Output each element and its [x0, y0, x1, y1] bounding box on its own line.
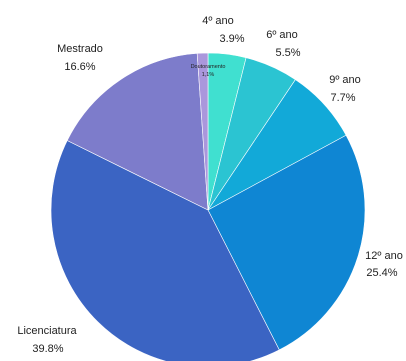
label-licenciatura-value: 39.8%: [32, 343, 63, 355]
label-4-ano: 4º ano 3.9%: [202, 15, 245, 45]
label-6-ano-name: 6º ano: [266, 29, 298, 41]
slice-12-ano: [207, 134, 366, 351]
label-licenciatura: Licenciatura 39.8%: [17, 325, 77, 355]
label-9-ano: 9º ano 7.7%: [329, 74, 361, 104]
label-doutoramento-value: 1,1%: [202, 72, 215, 78]
pie-slices: [50, 52, 366, 361]
label-licenciatura-name: Licenciatura: [17, 325, 77, 337]
label-6-ano-value: 5.5%: [275, 47, 300, 59]
label-9-ano-name: 9º ano: [329, 74, 361, 86]
slice-mestrado: [66, 53, 209, 211]
label-12-ano-value: 25.4%: [366, 267, 397, 279]
label-mestrado-name: Mestrado: [57, 43, 103, 55]
label-12-ano: 12º ano 25.4%: [365, 250, 403, 279]
label-4-ano-name: 4º ano: [202, 15, 234, 27]
label-mestrado: Mestrado 16.6%: [57, 43, 103, 73]
label-9-ano-value: 7.7%: [330, 92, 355, 104]
slice-doutoramento: [196, 52, 209, 211]
label-doutoramento: Doutoramento 1,1%: [191, 64, 226, 78]
label-mestrado-value: 16.6%: [64, 61, 95, 73]
label-12-ano-name: 12º ano: [365, 250, 403, 262]
label-6-ano: 6º ano 5.5%: [266, 29, 301, 59]
label-4-ano-value: 3.9%: [219, 33, 244, 45]
slice-licenciatura: [50, 140, 280, 361]
label-doutoramento-name: Doutoramento: [191, 64, 226, 70]
pie-labels: 4º ano 3.9% 6º ano 5.5% 9º ano 7.7% 12º …: [17, 15, 403, 355]
